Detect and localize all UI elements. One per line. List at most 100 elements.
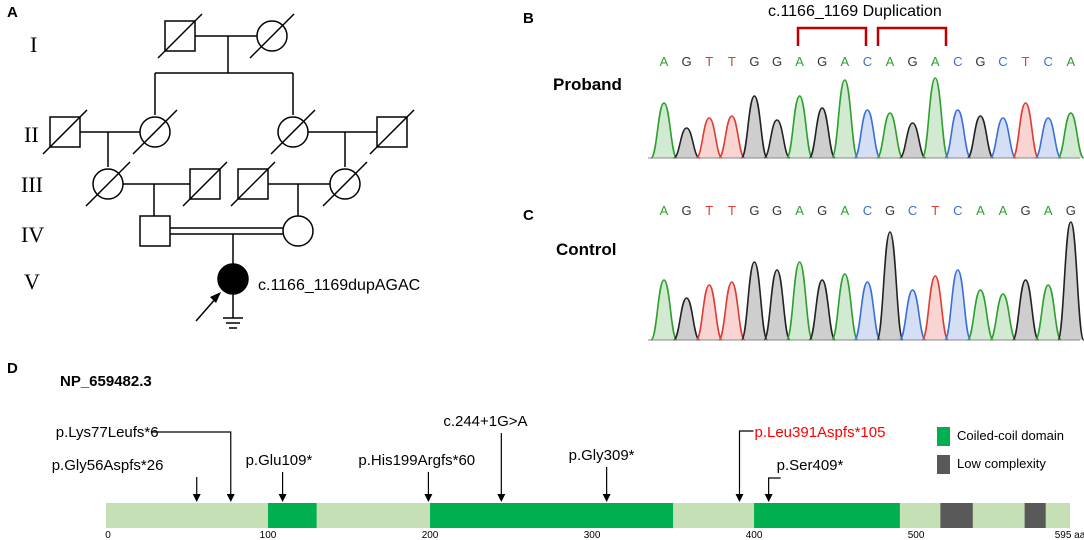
proband-variant-label: c.1166_1169dupAGAC: [258, 277, 420, 294]
trace-peak: [695, 117, 723, 159]
trace-peak: [673, 127, 701, 159]
pedigree-male: [139, 215, 171, 247]
panel-label-a: A: [7, 4, 18, 21]
trace-peak: [921, 275, 949, 341]
base-call: G: [1066, 203, 1076, 218]
base-call: A: [999, 203, 1008, 218]
base-call: G: [817, 54, 827, 69]
panel-label-c: C: [523, 207, 534, 224]
trace-peak: [944, 269, 972, 341]
trace-peak: [1034, 117, 1062, 159]
trace-peak: [989, 293, 1017, 341]
trace-peak: [921, 77, 949, 159]
legend-coiled-coil-swatch: [937, 427, 950, 446]
base-call: T: [705, 203, 713, 218]
proband-arrowhead-icon: [210, 292, 221, 303]
deceased-slash: [270, 109, 316, 155]
variant-arrowhead-icon: [424, 494, 433, 502]
duplication-brackets: [796, 26, 948, 46]
generation-label-2: II: [24, 122, 39, 147]
variant-label: p.Gly56Aspfs*26: [52, 457, 164, 474]
trace-peak: [718, 115, 746, 159]
trace-peak: [718, 281, 746, 341]
base-call: G: [682, 203, 692, 218]
trace-peak: [899, 122, 927, 159]
protein-accession: NP_659482.3: [60, 373, 152, 390]
deceased-slash: [42, 109, 88, 155]
base-call: A: [795, 54, 804, 69]
duplication-label: c.1166_1169 Duplication: [768, 3, 942, 20]
trace-peak: [898, 289, 927, 341]
variant-label: p.Leu391Aspfs*105: [754, 424, 885, 441]
variant-arrowhead-icon: [764, 494, 773, 502]
base-call: A: [1066, 54, 1075, 69]
base-call: T: [1022, 54, 1030, 69]
variant-arrowhead-icon: [226, 494, 235, 502]
base-call: G: [772, 203, 782, 218]
legend-low-complexity-swatch: [937, 455, 950, 474]
trace-peak: [876, 112, 904, 159]
base-call: C: [953, 203, 962, 218]
deceased-slash: [249, 13, 295, 59]
base-call: A: [660, 203, 669, 218]
generation-label-5: V: [24, 269, 40, 294]
base-call: T: [728, 203, 736, 218]
base-call: G: [749, 203, 759, 218]
base-call: G: [772, 54, 782, 69]
variant-label: p.Glu109*: [246, 452, 313, 469]
proband-label: Proband: [553, 75, 622, 94]
axis-tick-label: 400: [746, 530, 763, 540]
base-call: A: [660, 54, 669, 69]
chromatogram-proband: [648, 77, 1084, 159]
variant-leader-line: [738, 430, 754, 497]
axis-tick-label: 595 aa: [1055, 530, 1084, 540]
base-call: A: [1044, 203, 1053, 218]
base-call: A: [840, 203, 849, 218]
low-complexity-region: [1024, 503, 1046, 528]
base-call: C: [908, 203, 917, 218]
trace-peak: [1034, 284, 1062, 341]
base-call: G: [975, 54, 985, 69]
variant-label: p.Gly309*: [569, 447, 635, 464]
trace-peak: [740, 261, 769, 341]
trace-peak: [944, 109, 972, 159]
coiled-coil-domain: [268, 503, 317, 528]
base-call: G: [908, 54, 918, 69]
dup-bracket-right: [876, 26, 948, 46]
pedigree-proband-affected: [217, 263, 249, 295]
coiled-coil-domain: [754, 503, 900, 528]
trace-peak: [1057, 112, 1084, 159]
base-call: C: [863, 54, 872, 69]
base-call: A: [886, 54, 895, 69]
base-call: G: [817, 203, 827, 218]
base-call: A: [795, 203, 804, 218]
chromatogram-control: [648, 221, 1084, 341]
panel-label-b: B: [523, 10, 534, 27]
base-call: A: [976, 203, 985, 218]
trace-peak: [831, 79, 859, 159]
deceased-slash: [322, 161, 368, 207]
variant-arrowhead-icon: [497, 494, 506, 502]
axis-tick-label: 0: [105, 530, 111, 540]
deceased-slash: [85, 161, 131, 207]
variant-arrowhead-icon: [192, 494, 201, 502]
control-label: Control: [556, 240, 616, 259]
trace-peak: [876, 231, 904, 341]
trace-peak: [785, 261, 814, 341]
variant-arrowhead-icon: [602, 494, 611, 502]
legend-low-complexity-label: Low complexity: [957, 456, 1046, 471]
base-call: G: [682, 54, 692, 69]
trace-peak: [1011, 102, 1040, 159]
deceased-slash: [132, 109, 178, 155]
protein-panel: 0 100 200 300 400 500 595 aa p.Lys77Leufs*6 p.Gl…: [52, 413, 1084, 540]
trace-peak: [1057, 221, 1084, 341]
base-call: T: [931, 203, 939, 218]
deceased-slash: [369, 109, 415, 155]
trace-peak: [989, 117, 1017, 159]
deceased-slash: [182, 161, 228, 207]
base-call: T: [705, 54, 713, 69]
base-call: C: [1044, 54, 1053, 69]
base-call: G: [1021, 203, 1031, 218]
